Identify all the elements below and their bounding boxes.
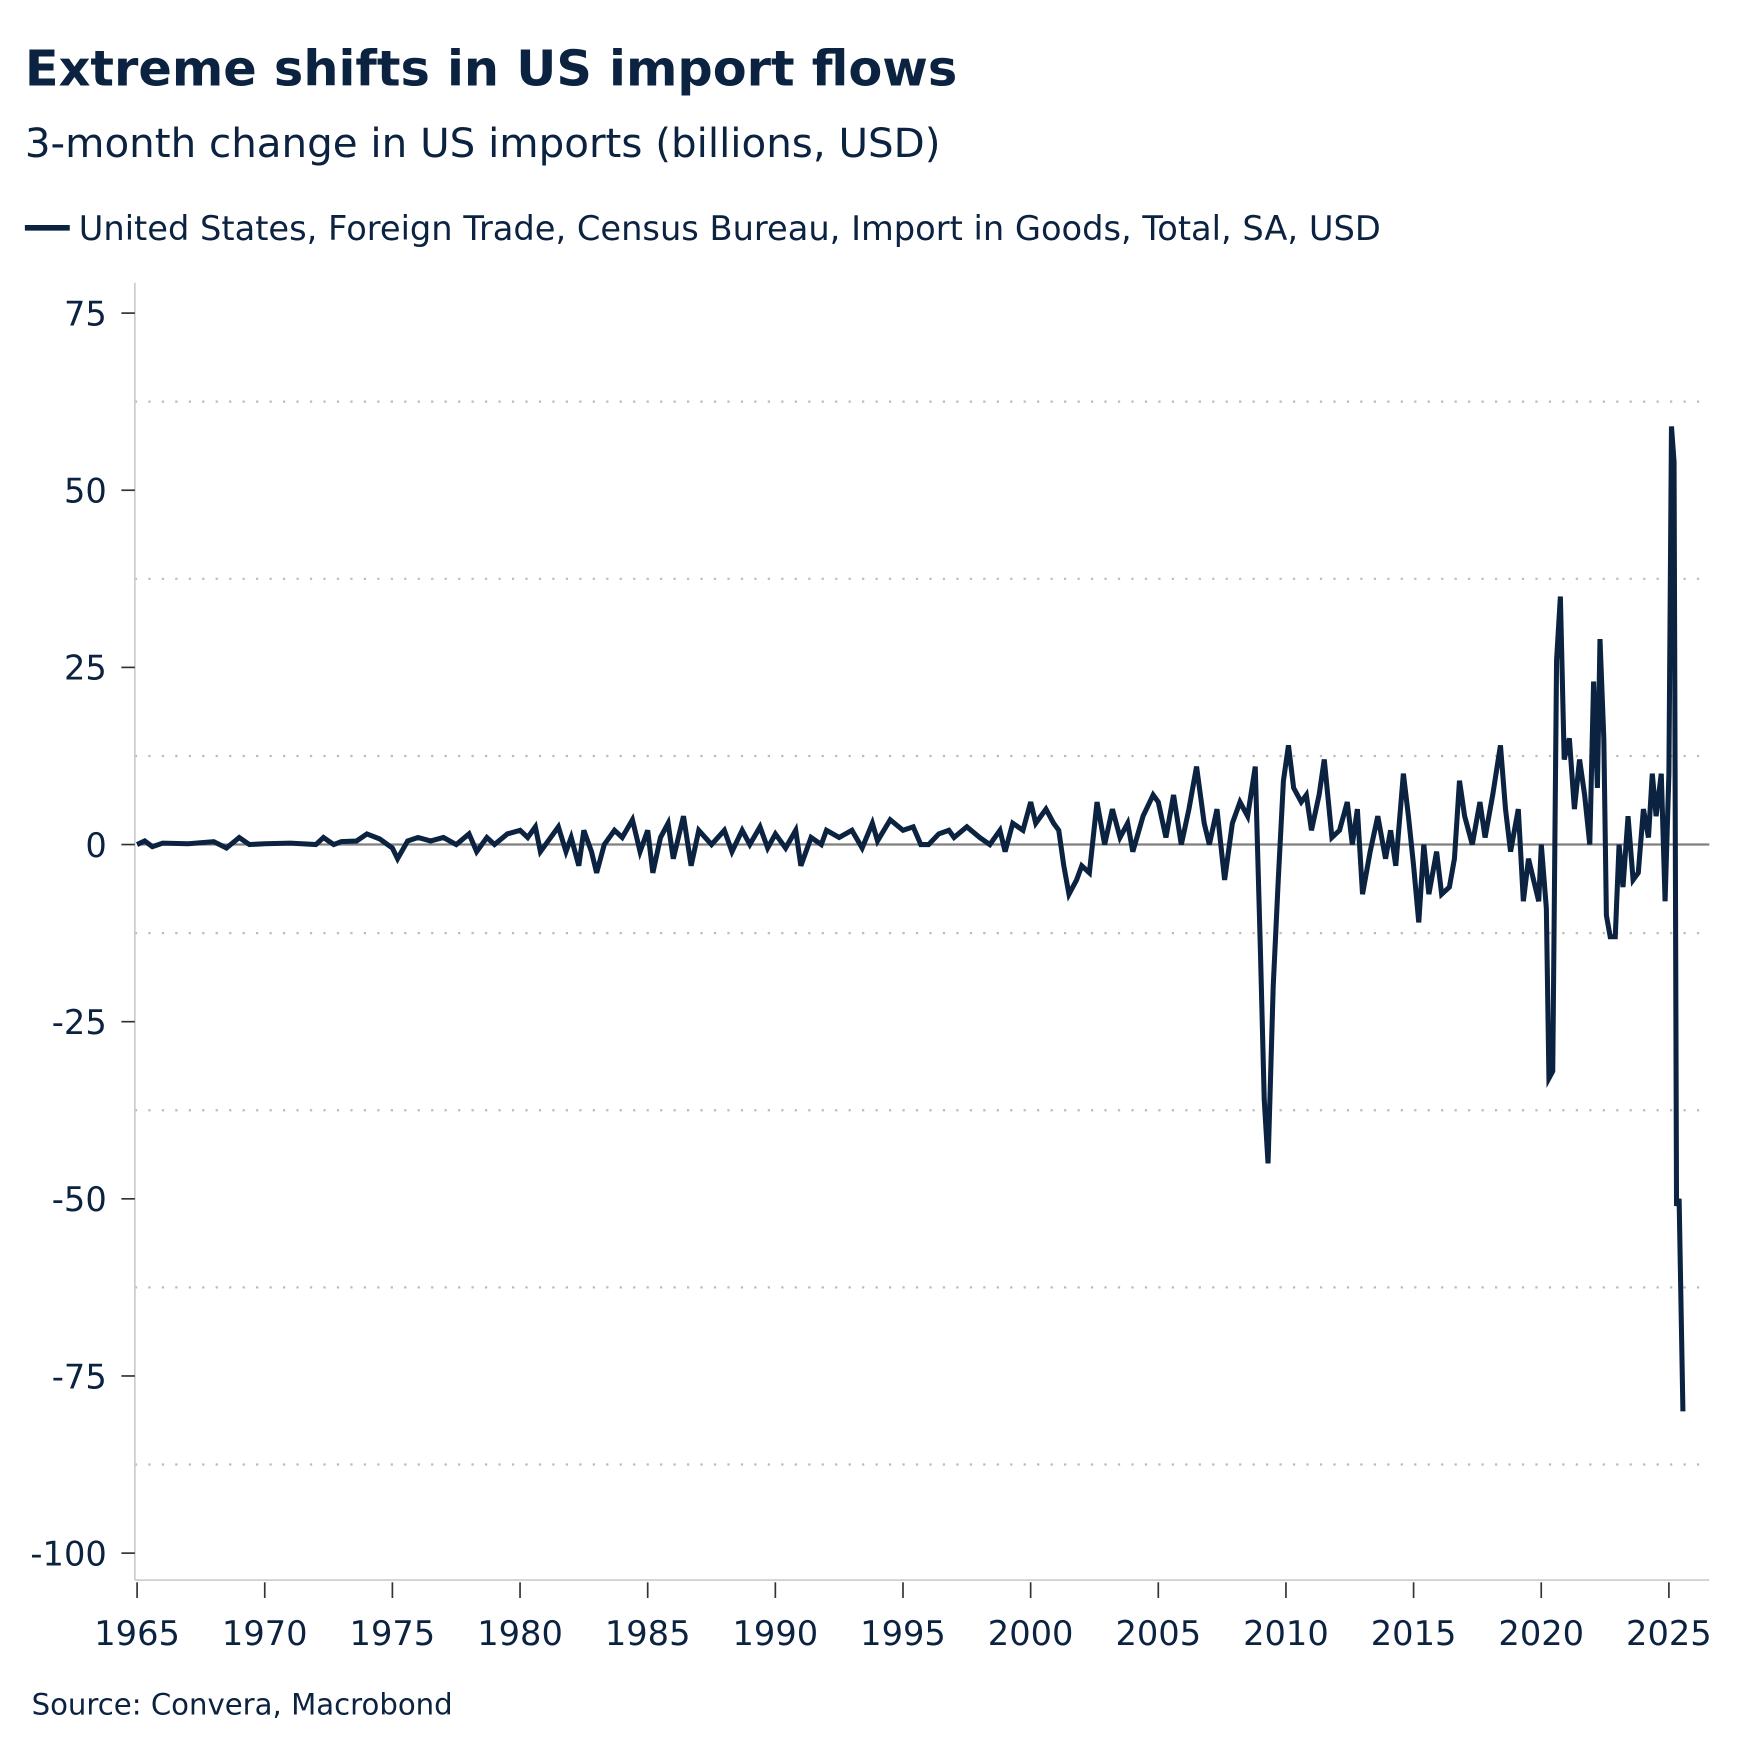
- x-tick-label: 2000: [988, 1614, 1074, 1653]
- x-tick-label: 1995: [860, 1614, 946, 1653]
- x-tick-label: 1975: [350, 1614, 436, 1653]
- x-tick-label: 2005: [1115, 1614, 1201, 1653]
- x-tick-label: 2020: [1498, 1614, 1584, 1653]
- x-tick-label: 2015: [1371, 1614, 1457, 1653]
- y-tick-label: 25: [64, 649, 107, 688]
- x-tick-label: 1965: [94, 1614, 180, 1653]
- x-tick-label: 1985: [605, 1614, 691, 1653]
- chart-subtitle: 3-month change in US imports (billions, …: [25, 120, 941, 167]
- chart-title: Extreme shifts in US import flows: [25, 39, 957, 97]
- y-tick-label: 75: [64, 294, 107, 333]
- y-tick-label: 50: [64, 472, 107, 511]
- x-tick-label: 1990: [733, 1614, 819, 1653]
- y-tick-label: -25: [52, 1003, 107, 1042]
- x-tick-label: 2010: [1243, 1614, 1329, 1653]
- x-tick-label: 1980: [477, 1614, 563, 1653]
- series-line-us-imports: [136, 426, 1686, 1412]
- source-note: Source: Convera, Macrobond: [32, 1688, 453, 1722]
- y-tick-label: -50: [52, 1180, 107, 1219]
- y-tick-label: 0: [85, 826, 106, 865]
- legend-label: United States, Foreign Trade, Census Bur…: [79, 209, 1381, 248]
- y-tick-label: -75: [52, 1357, 107, 1396]
- x-tick-label: 1970: [222, 1614, 308, 1653]
- y-tick-label: -100: [30, 1534, 106, 1573]
- x-tick-label: 2025: [1626, 1614, 1712, 1653]
